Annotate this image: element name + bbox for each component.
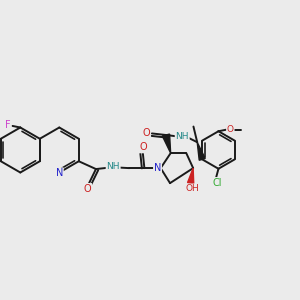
Text: O: O [142,128,150,138]
Text: O: O [139,142,147,152]
Text: N: N [154,163,161,173]
Text: O: O [84,184,91,194]
Text: F: F [5,120,10,130]
Text: O: O [227,125,234,134]
Text: Cl: Cl [212,178,222,188]
Polygon shape [188,168,194,184]
Text: N: N [56,168,63,178]
Text: NH: NH [176,132,189,141]
Polygon shape [162,134,171,153]
Polygon shape [197,142,205,160]
Text: NH: NH [106,162,120,171]
Text: OH: OH [185,184,199,193]
